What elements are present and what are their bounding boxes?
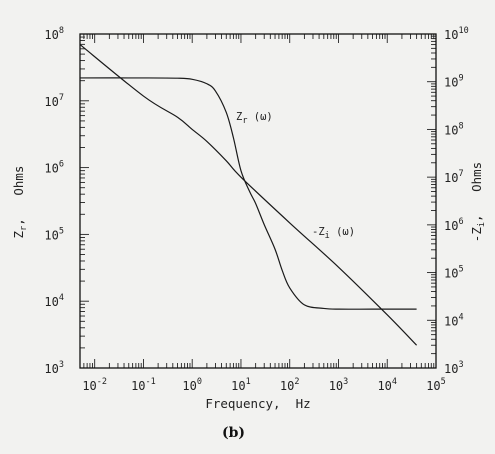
x-tick-label: 10-1 [131, 377, 156, 393]
left-tick-label: 106 [44, 160, 64, 176]
right-axis-title: -Zi, Ohms [469, 162, 487, 242]
x-tick-label: 105 [426, 377, 446, 393]
plot-frame [79, 33, 437, 369]
x-tick-label: 101 [231, 377, 251, 393]
right-tick-label: 107 [444, 169, 464, 185]
tick-labels: 10-2 10-1 100 101 102 103 104 10510310410510610… [44, 26, 468, 393]
right-tick-label: 1010 [444, 26, 469, 42]
panel-label: (b) [222, 425, 245, 441]
curve-label-zi: -Zi (ω) [312, 226, 355, 241]
x-tick-label: 100 [182, 377, 202, 393]
right-tick-label: 106 [444, 217, 464, 233]
series-line-zr [79, 77, 417, 310]
left-tick-label: 105 [44, 226, 64, 242]
curves [79, 44, 418, 346]
curve-label-zr: Zr (ω) [236, 111, 273, 126]
x-axis-title: Frequency, Hz [205, 396, 310, 411]
x-tick-label: 102 [280, 377, 300, 393]
series-line-zi [79, 44, 418, 346]
right-tick-label: 109 [444, 74, 464, 90]
left-axis-title: Zr, Ohms [11, 166, 29, 239]
x-tick-label: 103 [329, 377, 349, 393]
left-tick-label: 104 [44, 293, 64, 309]
tick-marks [79, 33, 437, 369]
left-tick-label: 103 [44, 360, 64, 376]
right-tick-label: 105 [444, 265, 464, 281]
right-tick-label: 108 [444, 121, 464, 137]
right-tick-label: 103 [444, 360, 464, 376]
x-tick-label: 10-2 [82, 377, 107, 393]
right-tick-label: 104 [444, 312, 464, 328]
x-tick-label: 104 [377, 377, 397, 393]
left-tick-label: 108 [44, 26, 64, 42]
left-tick-label: 107 [44, 93, 64, 109]
